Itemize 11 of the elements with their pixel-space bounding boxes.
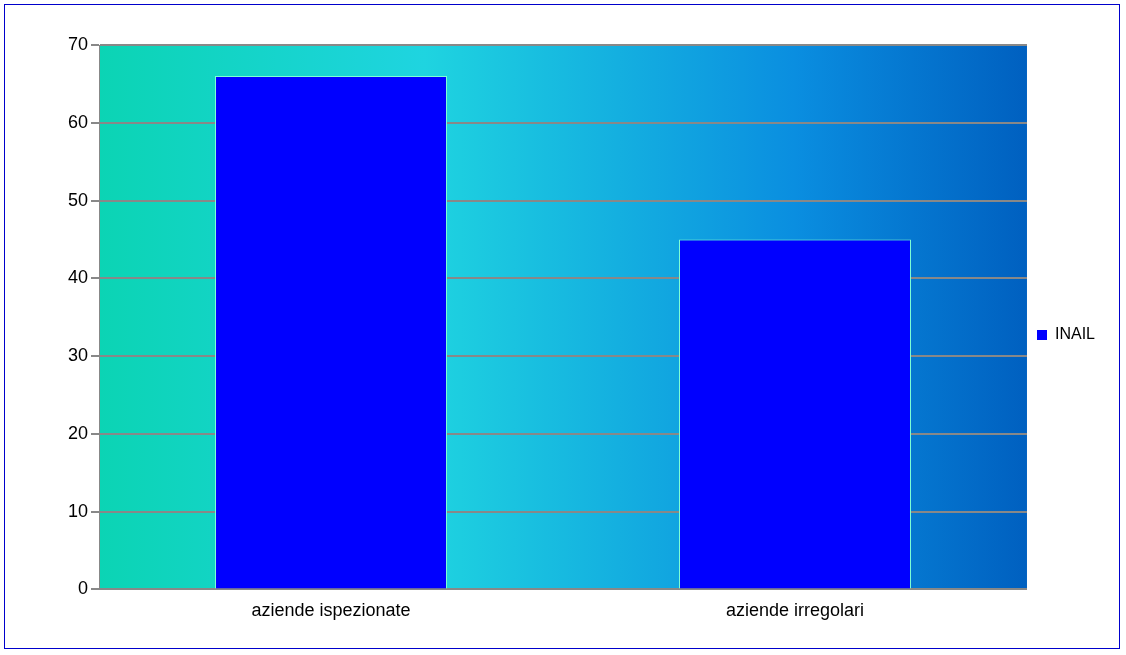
- y-tick-label: 30: [67, 345, 89, 366]
- x-tick-label: aziende irregolari: [725, 600, 865, 621]
- y-tick-label: 70: [67, 33, 89, 54]
- y-tick-label: 10: [67, 500, 89, 521]
- y-tick-label: 40: [67, 267, 89, 288]
- y-tick-label: 60: [67, 111, 89, 132]
- y-tick-label: 0: [78, 578, 89, 599]
- legend-label: INAIL: [1054, 325, 1096, 343]
- y-tick-label: 20: [67, 422, 89, 443]
- x-tick-label: aziende ispezionate: [251, 600, 411, 621]
- y-tick-label: 50: [67, 189, 89, 210]
